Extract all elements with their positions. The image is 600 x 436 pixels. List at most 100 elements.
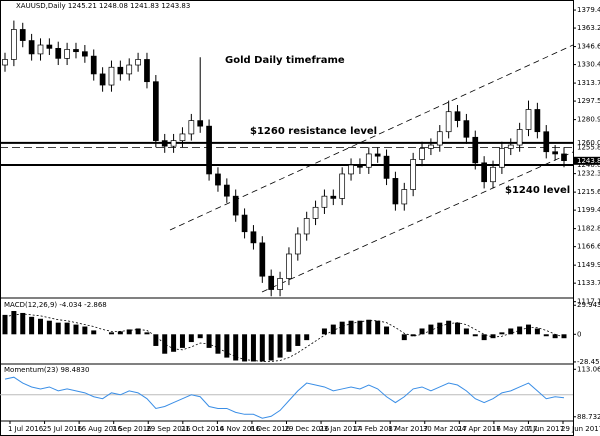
candle-body: [454, 111, 461, 121]
macd-bar: [463, 328, 469, 335]
candle-body: [312, 206, 319, 219]
candle-body: [55, 48, 62, 59]
y-tick-label: 1232.30: [577, 170, 600, 178]
candle-body: [11, 29, 17, 60]
macd-bar: [330, 324, 336, 335]
candle-body: [516, 129, 523, 146]
candle-body: [357, 164, 363, 168]
candle-body: [90, 55, 97, 75]
x-tick-label: 30 Mar 2017: [423, 425, 467, 433]
macd-bar: [135, 328, 141, 335]
macd-label: MACD(12,26,9) -4.034 -2.868: [4, 301, 107, 309]
macd-bar: [419, 328, 425, 335]
x-tick-label: 6 Dec 2016: [250, 425, 291, 433]
candle-body: [499, 148, 505, 168]
candle-body: [108, 66, 115, 86]
level-label: 1260.00: [577, 139, 600, 147]
candle-body: [339, 173, 346, 199]
signal-line: [4, 313, 565, 362]
macd-bar: [82, 326, 88, 335]
macd-bar: [233, 334, 239, 361]
candle-body: [490, 166, 496, 183]
x-tick-label: 21 Oct 2016: [181, 425, 225, 433]
macd-bar: [428, 324, 434, 335]
macd-bar: [543, 334, 549, 337]
macd-bar: [117, 331, 123, 335]
y-tick-label: 1166.60: [577, 243, 600, 251]
x-tick-label: 16 Aug 2016: [77, 425, 122, 433]
candle-body: [2, 59, 8, 66]
candle-body: [170, 140, 177, 147]
macd-bar: [561, 334, 567, 339]
candle-body: [19, 29, 26, 41]
macd-bar: [64, 322, 70, 335]
y-tick-label: 1330.40: [577, 61, 600, 69]
x-tick-label: 29 Sep 2016: [146, 425, 191, 433]
macd-bar: [517, 326, 523, 335]
y-tick-label: 1215.65: [577, 188, 600, 196]
annotation: $1260 resistance level: [250, 126, 377, 137]
candle-body: [401, 189, 408, 205]
candle-body: [374, 153, 381, 157]
macd-bar: [171, 334, 177, 352]
macd-bar: [224, 334, 230, 358]
candle-body: [507, 144, 514, 149]
y-tick-label: 1133.75: [577, 279, 600, 287]
macd-bar: [215, 334, 221, 354]
momentum-label: Momentum(23) 98.4830: [4, 366, 89, 374]
momentum-line: [4, 376, 565, 419]
candle-body: [294, 233, 301, 255]
macd-bar: [162, 334, 168, 354]
candle-body: [392, 178, 399, 205]
x-tick-label: 16 May 2017: [492, 425, 538, 433]
macd-bar: [188, 334, 194, 343]
macd-bar: [366, 319, 372, 335]
macd-bar: [126, 329, 132, 335]
candle-body: [330, 195, 337, 199]
annotation: $1240 level: [505, 185, 570, 196]
candle-body: [348, 164, 354, 175]
macd-bar: [401, 334, 407, 341]
macd-bar: [348, 320, 354, 335]
candle-body: [223, 184, 230, 197]
macd-bar: [73, 324, 79, 335]
header: XAUUSD,Daily 1245.21 1248.08 1241.83 124…: [16, 2, 190, 10]
x-tick-label: 29 Jun 2017: [561, 425, 600, 433]
candle-body: [99, 73, 106, 86]
macd-bar: [259, 334, 265, 362]
y-tick-label: 1182.80: [577, 225, 600, 233]
macd-bar: [108, 332, 114, 335]
channel-line: [261, 151, 574, 293]
candle-body: [197, 120, 204, 127]
annotation: Gold Daily timeframe: [225, 55, 345, 66]
candle-body: [259, 242, 266, 277]
macd-bar: [144, 332, 150, 335]
candle-body: [152, 81, 159, 141]
macd-bar: [499, 332, 505, 335]
candle-body: [241, 214, 248, 233]
candle-body: [428, 144, 434, 149]
candle-body: [525, 109, 532, 130]
candle-body: [215, 173, 221, 186]
macd-bar: [46, 320, 52, 335]
candle-body: [561, 153, 567, 161]
candle-body: [117, 66, 124, 75]
macd-bar: [268, 334, 274, 361]
last-price-label: 1243.83: [577, 157, 600, 165]
candle-body: [179, 133, 186, 141]
candle-body: [277, 278, 283, 290]
candle-body: [410, 159, 417, 190]
x-tick-label: 25 Jul 2016: [43, 425, 83, 433]
macd-bar: [242, 334, 248, 362]
macd-bar: [339, 321, 345, 335]
y-tick-label: 0: [577, 330, 581, 338]
macd-bar: [277, 334, 283, 358]
candle-body: [73, 49, 79, 53]
macd-bar: [490, 334, 496, 339]
macd-bar: [153, 334, 159, 346]
candle-body: [188, 120, 195, 135]
macd-bar: [534, 328, 540, 335]
candle-body: [144, 59, 150, 83]
y-tick-label: 1280.90: [577, 116, 600, 124]
